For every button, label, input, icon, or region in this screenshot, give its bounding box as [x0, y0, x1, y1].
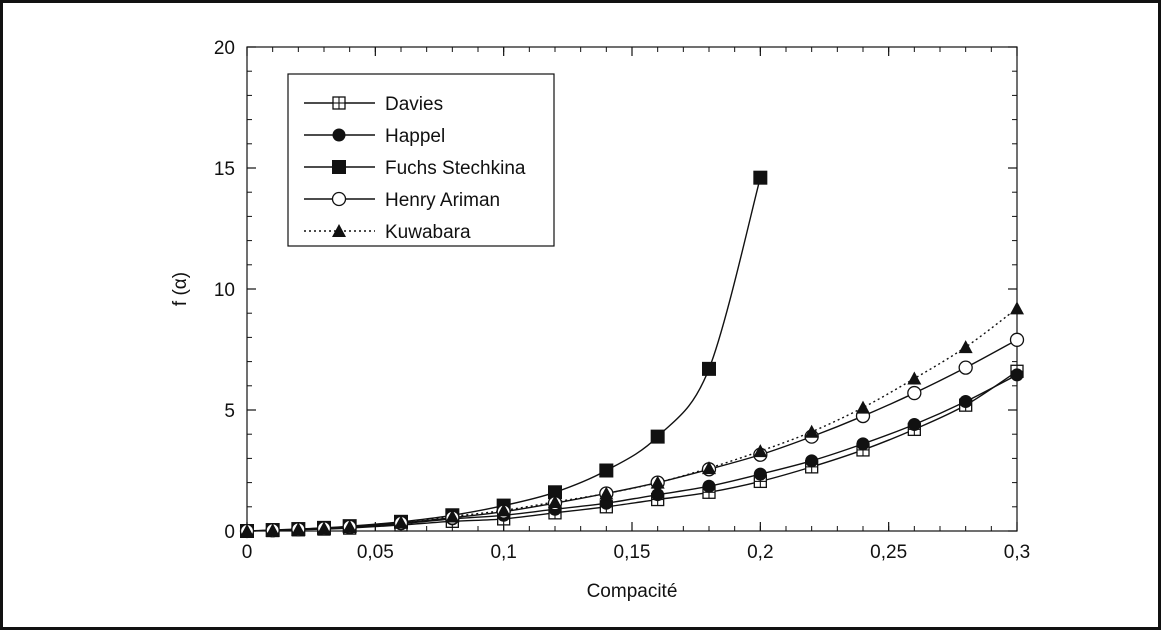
data-point: [265, 523, 280, 537]
series-line-4: [246, 307, 1018, 532]
x-tick-label: 0: [242, 542, 253, 563]
data-point: [240, 524, 254, 537]
data-point: [548, 494, 562, 508]
legend-marker: [332, 128, 346, 142]
data-point: [394, 515, 408, 529]
data-point: [804, 424, 819, 438]
data-point: [650, 475, 665, 489]
axis-ticks: [246, 46, 1018, 532]
y-tick-label: 10: [214, 280, 235, 301]
series-markers: [239, 170, 1025, 539]
data-point: [856, 400, 870, 414]
data-point: [548, 485, 562, 500]
data-point: [291, 522, 306, 536]
data-point: [496, 503, 511, 517]
data-point: [599, 486, 614, 500]
y-tick-label: 5: [224, 401, 235, 422]
data-point: [702, 361, 716, 376]
legend-label: Davies: [385, 94, 443, 115]
x-tick-label: 0,05: [357, 542, 394, 563]
data-point: [1009, 332, 1025, 347]
data-point: [317, 521, 331, 535]
y-tick-label: 0: [224, 522, 235, 543]
data-point: [599, 463, 614, 478]
data-point: [958, 340, 973, 354]
x-tick-label: 0,1: [490, 542, 516, 563]
legend-marker: [332, 96, 346, 110]
legend: Davies Happel Fuchs Stechkina Henry Ariman K…: [287, 73, 555, 247]
data-point: [599, 496, 613, 510]
legend-marker: [331, 191, 347, 207]
data-point: [702, 479, 716, 493]
x-tick-label: 0,3: [1004, 542, 1030, 563]
x-tick-label: 0,2: [747, 542, 773, 563]
tick-labels: 0 0,05 0,1 0,15 0,2 0,25 0,3 0 5 10 15 20: [214, 38, 1030, 563]
data-point: [651, 488, 665, 502]
x-tick-label: 0,15: [614, 542, 651, 563]
data-point: [1010, 368, 1024, 382]
data-point: [702, 461, 716, 475]
data-point: [342, 519, 357, 533]
series-line-0: [246, 370, 1018, 532]
data-point: [907, 371, 922, 385]
data-point: [445, 509, 460, 523]
data-point: [907, 418, 921, 432]
legend-marker: [332, 160, 346, 174]
data-point: [856, 437, 870, 451]
data-point: [753, 444, 768, 458]
data-point: [753, 170, 768, 185]
data-point: [805, 454, 819, 468]
x-tick-label: 0,25: [870, 542, 907, 563]
data-point: [907, 385, 922, 401]
y-tick-label: 20: [214, 38, 235, 59]
data-point: [958, 360, 973, 375]
y-tick-label: 15: [214, 159, 235, 180]
data-point: [650, 429, 665, 444]
data-point: [959, 395, 973, 409]
y-axis-title: f (α): [170, 272, 191, 306]
data-point: [753, 467, 767, 481]
legend-label: Henry Ariman: [385, 190, 500, 211]
legend-label: Happel: [385, 126, 445, 147]
x-axis-title: Compacité: [587, 581, 678, 602]
data-point: [1010, 301, 1024, 315]
legend-label: Fuchs Stechkina: [385, 158, 526, 179]
legend-label: Kuwabara: [385, 222, 471, 243]
legend-marker: [332, 224, 346, 237]
